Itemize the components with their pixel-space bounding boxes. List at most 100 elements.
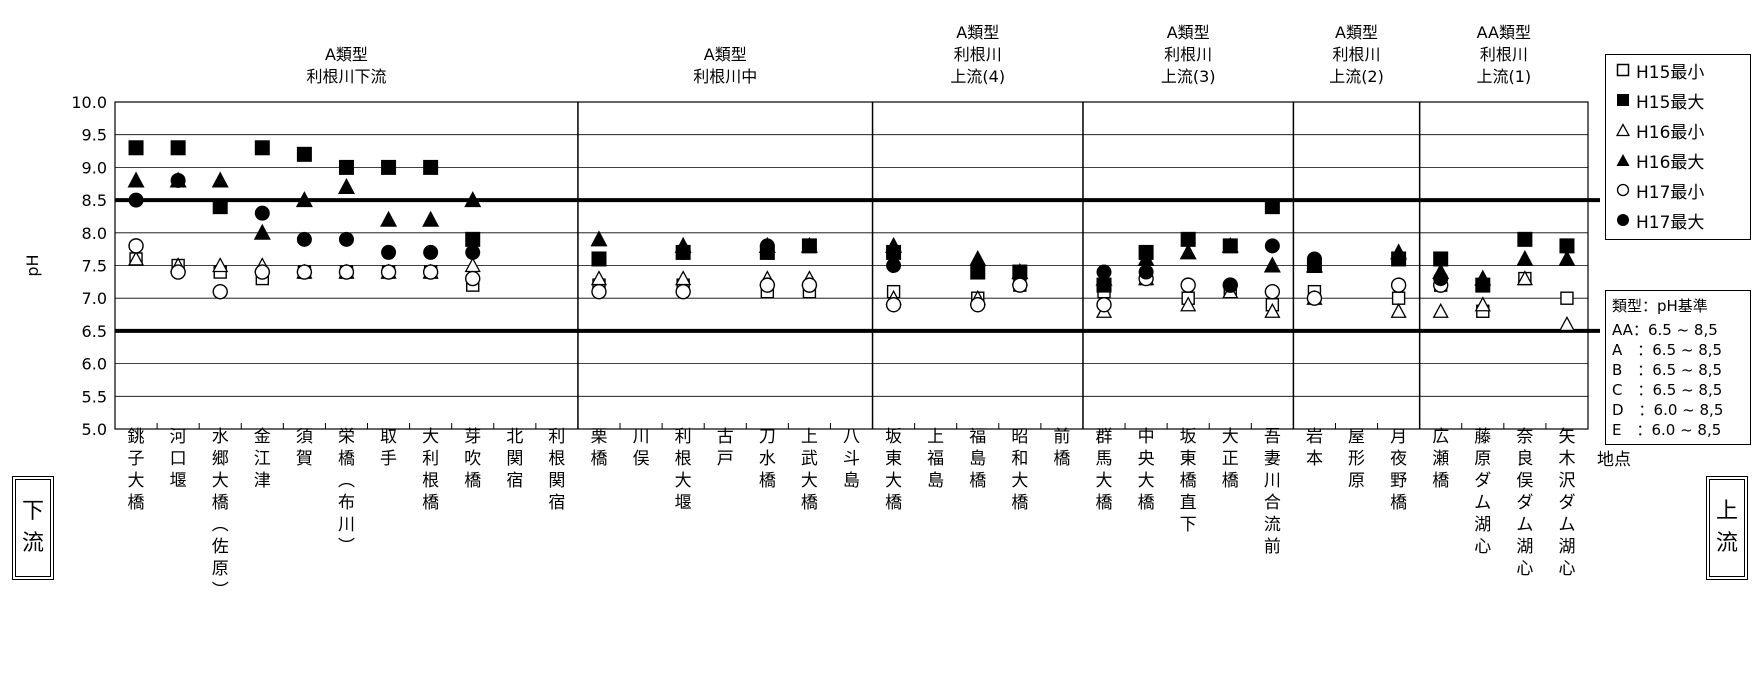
station-label-char: 取 bbox=[380, 427, 397, 447]
station-label-char: 東 bbox=[1180, 449, 1197, 469]
triangle-filled-icon bbox=[1616, 154, 1630, 166]
station-label-char: 福 bbox=[927, 449, 944, 469]
station-label-char: 橋 bbox=[1096, 493, 1113, 513]
section-label: 利根川 bbox=[1333, 45, 1381, 64]
station-label-char: 上 bbox=[801, 427, 818, 447]
point-H15最大 bbox=[170, 140, 186, 156]
point-H17最大 bbox=[886, 258, 902, 273]
section-label: 上流(2) bbox=[1329, 67, 1384, 86]
point-H16最大 bbox=[1516, 249, 1534, 266]
point-H15最大 bbox=[254, 140, 270, 156]
station-label-char: 橋 bbox=[590, 449, 607, 469]
station-label-char: 金 bbox=[254, 427, 271, 447]
station-label-char: 芽 bbox=[464, 427, 481, 447]
point-H16最小 bbox=[1474, 296, 1491, 312]
station-label-char: 津 bbox=[254, 471, 271, 491]
legend-item-h15-min: H15最小 bbox=[1616, 57, 1704, 83]
point-H16最大 bbox=[1179, 243, 1197, 260]
section-label: 利根川 bbox=[1480, 45, 1528, 64]
station-label-char: 古 bbox=[717, 427, 734, 447]
section-labels: A類型利根川下流A類型利根川中A類型利根川上流(4)A類型利根川上流(3)A類型… bbox=[306, 23, 1531, 86]
legend-item-h15-max: H15最大 bbox=[1616, 87, 1704, 113]
station-label-char: 正 bbox=[1222, 449, 1239, 469]
point-H17最大 bbox=[381, 244, 397, 260]
point-H17最大 bbox=[1264, 238, 1280, 254]
station-label-char: 根 bbox=[548, 449, 565, 469]
standard-row: E ：6.0 ~ 8,5 bbox=[1612, 421, 1722, 439]
y-tick-label: 7.0 bbox=[82, 289, 107, 308]
standard-row: B ：6.5 ~ 8,5 bbox=[1612, 361, 1723, 379]
y-tick-label: 9.0 bbox=[82, 158, 107, 177]
station-label-char: 八 bbox=[843, 427, 860, 447]
point-H15最大 bbox=[591, 251, 607, 267]
station-label-char: ダ bbox=[1474, 471, 1491, 491]
legend-label: H17最小 bbox=[1636, 182, 1705, 203]
station-label-char: 橋 bbox=[464, 471, 481, 491]
gridlines bbox=[114, 101, 1589, 430]
station-label-char: 橋 bbox=[1390, 493, 1407, 513]
station-label-char: 大 bbox=[885, 471, 902, 491]
point-H17最大 bbox=[759, 238, 775, 254]
point-H16最小 bbox=[464, 257, 481, 273]
station-label-char: 佐 bbox=[212, 537, 229, 557]
square-open-icon bbox=[1616, 63, 1630, 77]
point-H15最小 bbox=[1560, 291, 1574, 305]
station-label-char: 奈 bbox=[1516, 427, 1533, 447]
legend-item-h16-max: H16最大 bbox=[1616, 147, 1704, 173]
station-label-char: 北 bbox=[506, 427, 523, 447]
point-H17最大 bbox=[1222, 277, 1238, 293]
point-H16最小 bbox=[212, 257, 229, 273]
station-label-char: 大 bbox=[422, 427, 439, 447]
station-label-char: 大 bbox=[1096, 471, 1113, 491]
y-tick-label: 10.0 bbox=[71, 93, 107, 112]
station-label-char: 橋 bbox=[969, 471, 986, 491]
section-label: A類型 bbox=[1167, 23, 1210, 42]
station-label-char: 妻 bbox=[1264, 449, 1281, 469]
section-label: A類型 bbox=[956, 23, 999, 42]
point-H17最大 bbox=[675, 244, 691, 260]
point-H17最小 bbox=[380, 264, 397, 280]
station-label-char: 広 bbox=[1432, 427, 1449, 447]
station-label-char: 大 bbox=[128, 471, 145, 491]
legend: H15最小 H15最大 H16最小 H16最大 H17最小 H17最大 bbox=[1605, 54, 1751, 240]
x-axis-title: 地点 bbox=[1597, 450, 1631, 470]
data-points bbox=[127, 140, 1576, 332]
point-H17最大 bbox=[465, 244, 481, 260]
standard-lines bbox=[115, 198, 1600, 333]
station-label-char: 須 bbox=[296, 427, 313, 447]
point-H15最大 bbox=[381, 159, 397, 175]
y-tick-label: 6.5 bbox=[82, 322, 107, 341]
point-H15最小 bbox=[1391, 291, 1406, 305]
point-H17最大 bbox=[170, 172, 186, 188]
station-label-char: 賀 bbox=[296, 449, 313, 469]
station-label-char: 大 bbox=[212, 471, 229, 491]
station-label-char: 下 bbox=[1180, 515, 1197, 535]
station-label-char: 橋 bbox=[212, 493, 229, 513]
point-H16最小 bbox=[1432, 302, 1449, 318]
point-H16最大 bbox=[253, 223, 271, 240]
station-label-char: ム bbox=[1474, 493, 1491, 513]
point-H17最大 bbox=[254, 205, 270, 221]
station-label-char: 川 bbox=[338, 515, 355, 535]
point-H17最小 bbox=[422, 264, 439, 280]
station-label-char: 流 bbox=[1264, 515, 1281, 535]
station-label-char: 武 bbox=[801, 449, 818, 469]
station-label-char: 橋 bbox=[338, 449, 355, 469]
station-label-char: 手 bbox=[380, 449, 397, 469]
station-label-char: 郷 bbox=[212, 449, 229, 469]
station-label-char: 木 bbox=[1558, 449, 1575, 469]
point-H17最大 bbox=[423, 244, 439, 260]
point-H15最大 bbox=[128, 140, 144, 156]
station-label-char: 前 bbox=[1264, 537, 1281, 557]
standard-row: C ：6.5 ~ 8,5 bbox=[1612, 381, 1723, 399]
station-label-char: ダ bbox=[1558, 493, 1575, 513]
station-label-char: 央 bbox=[1138, 449, 1155, 469]
point-H17最小 bbox=[128, 238, 144, 254]
station-label-char: 橋 bbox=[1222, 471, 1239, 491]
station-label-char: 利 bbox=[422, 449, 439, 469]
station-label-char: 橋 bbox=[1180, 471, 1197, 491]
point-H16最小 bbox=[1558, 315, 1576, 332]
point-H15最大 bbox=[970, 264, 986, 280]
station-label-char: 子 bbox=[128, 449, 145, 469]
point-H15最大 bbox=[212, 199, 228, 215]
